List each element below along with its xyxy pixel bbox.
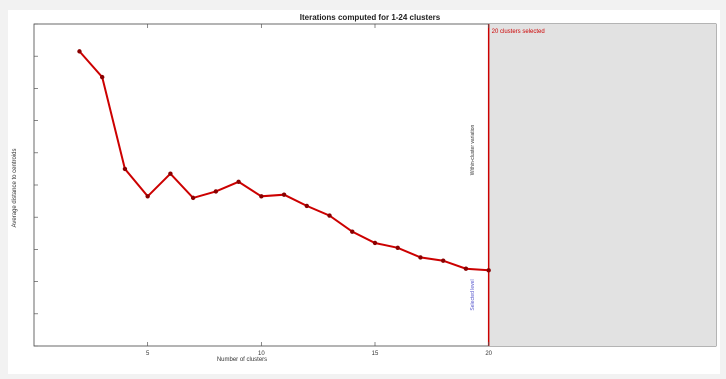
chart-title: Iterations computed for 1-24 clusters xyxy=(300,13,441,22)
data-point xyxy=(145,194,149,198)
data-point xyxy=(441,258,445,262)
data-point xyxy=(123,167,127,171)
x-axis-label: Number of clusters xyxy=(217,357,267,363)
data-point xyxy=(168,172,172,176)
unselected-region xyxy=(489,24,716,346)
x-tick-label: 15 xyxy=(372,351,379,357)
data-point xyxy=(486,268,490,272)
x-tick-label: 20 xyxy=(485,351,492,357)
data-point xyxy=(418,255,422,259)
data-point xyxy=(327,213,331,217)
secondary-axis-lower-label: Selected level xyxy=(470,279,476,310)
data-point xyxy=(191,196,195,200)
data-point xyxy=(282,192,286,196)
data-point xyxy=(373,241,377,245)
selected-clusters-label: 20 clusters selected xyxy=(492,29,545,35)
data-point xyxy=(77,49,81,53)
data-point xyxy=(350,229,354,233)
data-point xyxy=(100,75,104,79)
data-point xyxy=(214,189,218,193)
data-point xyxy=(305,204,309,208)
data-point xyxy=(259,194,263,198)
data-point xyxy=(396,246,400,250)
y-axis-label: Average distance to centroids xyxy=(12,149,18,228)
data-point xyxy=(236,180,240,184)
data-point xyxy=(464,267,468,271)
secondary-axis-label: Within-cluster variation xyxy=(470,124,476,175)
